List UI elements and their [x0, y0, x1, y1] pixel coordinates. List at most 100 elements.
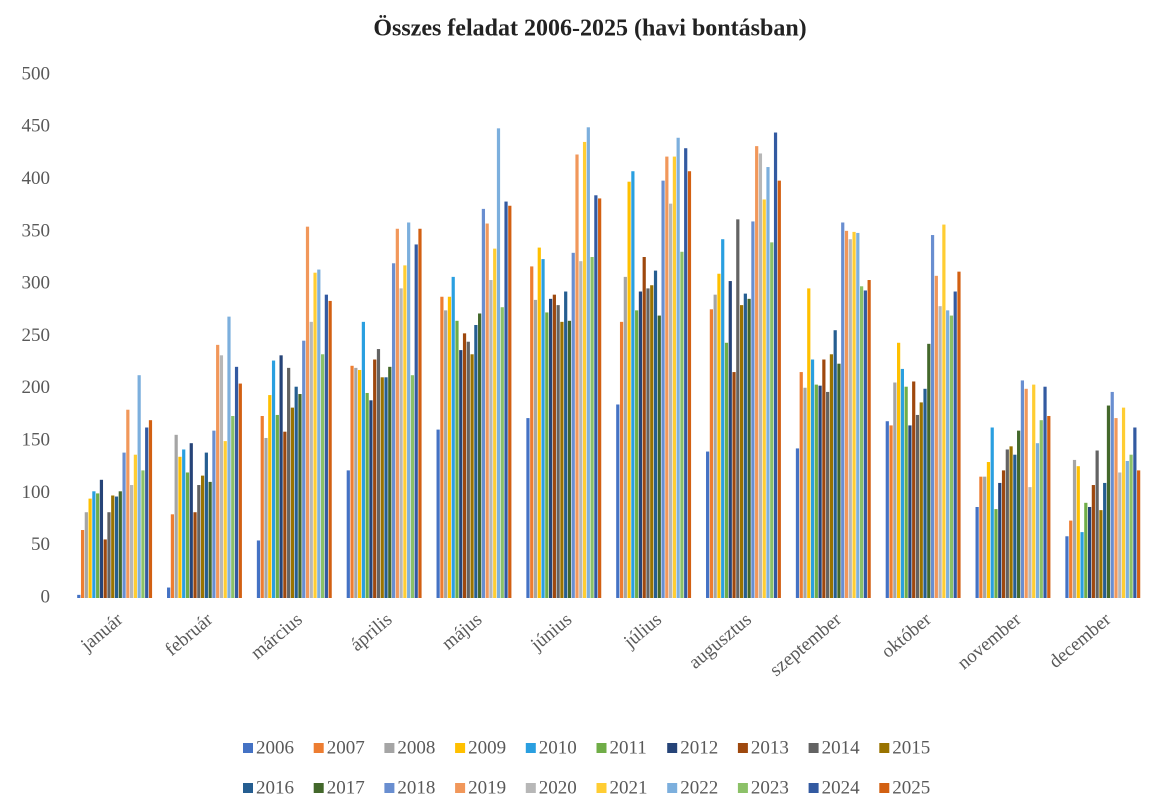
bar: [447, 296, 452, 598]
bar: [407, 222, 411, 598]
legend-swatch: [596, 783, 607, 793]
y-tick-label: 500: [22, 63, 51, 84]
legend-label: 2012: [680, 737, 718, 758]
bar: [216, 344, 220, 598]
bar: [770, 242, 774, 599]
bar: [833, 330, 837, 598]
legend-label: 2014: [822, 737, 861, 758]
bar: [799, 372, 803, 598]
bar: [275, 414, 279, 598]
legend-label: 2010: [539, 737, 577, 758]
bar: [268, 395, 272, 598]
bar: [182, 449, 186, 598]
bar: [414, 244, 418, 598]
y-tick-label: 450: [22, 116, 51, 137]
y-tick-label: 300: [22, 273, 51, 294]
bar: [848, 239, 852, 599]
bar: [1020, 380, 1025, 598]
bar: [481, 208, 486, 598]
bar: [290, 407, 295, 598]
x-tick-label: november: [954, 609, 1026, 674]
bar: [560, 321, 564, 598]
bar: [717, 273, 721, 598]
bar: [231, 415, 235, 598]
bar: [979, 476, 983, 598]
bar: [927, 343, 931, 598]
bar: [653, 270, 658, 598]
bar: [1013, 454, 1017, 598]
legend-label: 2022: [680, 777, 718, 798]
bar: [287, 367, 291, 598]
legend-swatch: [313, 783, 324, 793]
bar: [508, 205, 512, 598]
bar: [638, 291, 643, 598]
bar: [1110, 391, 1114, 598]
bar: [1133, 427, 1137, 598]
bar: [208, 481, 212, 598]
legend-label: 2021: [610, 777, 648, 798]
legend-swatch: [313, 743, 324, 753]
bar: [923, 388, 927, 598]
bar: [305, 226, 310, 599]
bar: [1047, 415, 1051, 598]
bar: [1069, 520, 1073, 598]
x-tick-label: október: [877, 609, 935, 663]
bar: [657, 315, 661, 598]
bar: [320, 354, 325, 598]
bar: [684, 148, 688, 598]
bar: [986, 462, 991, 598]
legend-label: 2018: [397, 777, 435, 798]
bar: [103, 539, 107, 598]
bar: [369, 400, 373, 598]
bar: [223, 441, 227, 598]
bar: [1114, 418, 1118, 598]
bar: [826, 391, 830, 598]
bar: [680, 251, 684, 599]
bar: [178, 456, 182, 598]
bar: [403, 265, 407, 598]
bar: [953, 291, 957, 598]
bar: [1080, 532, 1084, 598]
bar: [1017, 430, 1021, 598]
bar: [893, 382, 897, 598]
bar: [212, 430, 216, 598]
bar: [358, 369, 362, 598]
bar: [942, 224, 946, 598]
bar: [1125, 460, 1129, 598]
legend-label: 2023: [751, 777, 789, 798]
bar: [930, 235, 935, 598]
bar: [687, 171, 692, 598]
bar: [994, 509, 998, 598]
bar: [934, 275, 938, 598]
bar: [582, 141, 587, 598]
bar: [197, 485, 201, 598]
bar: [867, 280, 871, 598]
bar: [773, 132, 778, 598]
bar: [1039, 420, 1043, 598]
bar: [904, 386, 908, 598]
legend-label: 2006: [256, 737, 294, 758]
bar: [324, 294, 328, 598]
bar: [298, 394, 302, 598]
bar: [1076, 466, 1080, 598]
bar: [1009, 446, 1013, 598]
y-tick-label: 0: [41, 586, 51, 607]
legend-swatch: [808, 743, 819, 753]
bar: [328, 300, 332, 598]
bar: [1065, 536, 1069, 598]
bar: [354, 367, 358, 598]
bar: [376, 349, 381, 598]
bar: [388, 366, 392, 598]
bar: [174, 434, 178, 598]
bar: [260, 415, 264, 598]
bar: [747, 298, 751, 598]
bar: [148, 420, 153, 598]
bar: [418, 228, 422, 598]
x-tick-label: december: [1045, 609, 1116, 673]
bar: [1103, 482, 1107, 598]
legend-swatch: [525, 743, 536, 753]
bar: [317, 269, 321, 598]
bar: [919, 402, 923, 598]
bar: [856, 232, 860, 599]
